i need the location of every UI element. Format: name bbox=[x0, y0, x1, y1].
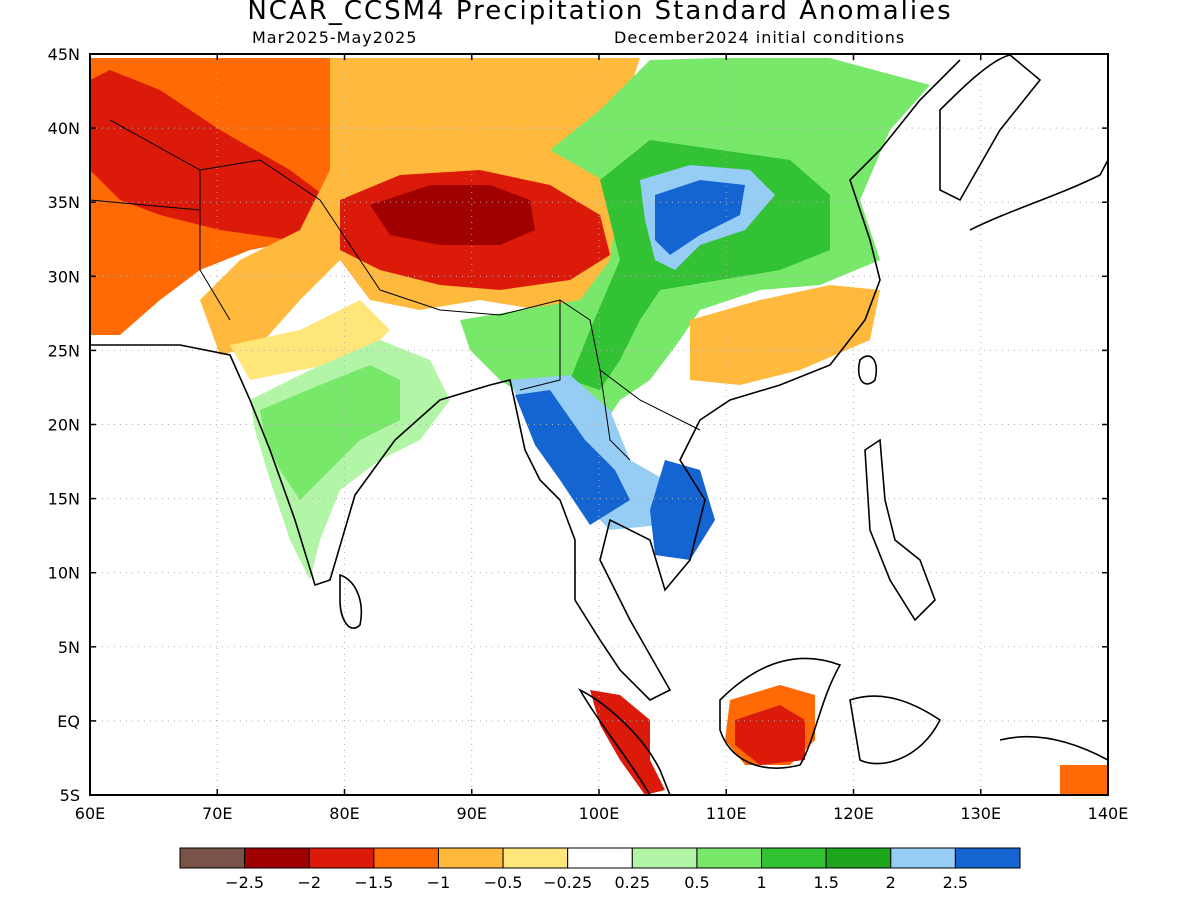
colorbar-swatch bbox=[890, 847, 956, 869]
lon-tick-label: 120E bbox=[833, 804, 874, 823]
colorbar-swatch bbox=[631, 847, 698, 869]
colorbar-swatch bbox=[696, 847, 763, 869]
anomaly-field-blue-core bbox=[655, 180, 745, 255]
colorbar-label: 2 bbox=[886, 873, 896, 892]
lon-tick-label: 100E bbox=[579, 804, 620, 823]
anomaly-field-png bbox=[1060, 765, 1108, 795]
lat-tick-label: 15N bbox=[48, 490, 80, 509]
lat-tick-label: 25N bbox=[48, 341, 80, 360]
anomaly-field-tibet-core bbox=[370, 185, 535, 245]
forecast-period: Mar2025-May2025 bbox=[252, 28, 418, 47]
lon-tick-label: 60E bbox=[75, 804, 105, 823]
colorbar-swatch bbox=[244, 847, 310, 869]
coastlines bbox=[90, 54, 1108, 795]
colorbar-label: 1.5 bbox=[813, 873, 838, 892]
colorbar-swatch bbox=[567, 847, 633, 869]
colorbar-label: −0.5 bbox=[484, 873, 523, 892]
colorbar-label: −1.5 bbox=[354, 873, 393, 892]
lon-tick-label: 110E bbox=[706, 804, 747, 823]
lat-tick-label: EQ bbox=[57, 712, 80, 731]
anomaly-field-india-green-core bbox=[260, 365, 400, 500]
colorbar-label: −1 bbox=[427, 873, 451, 892]
colorbar-swatch bbox=[179, 847, 246, 869]
colorbar-swatch bbox=[825, 847, 892, 869]
country-borders bbox=[89, 119, 701, 461]
anomaly-field-south-china bbox=[690, 285, 880, 385]
colorbar-swatch bbox=[761, 847, 827, 869]
anomaly-shading bbox=[90, 58, 1108, 795]
lat-tick-label: 5N bbox=[58, 638, 80, 657]
lat-tick-label: 45N bbox=[48, 45, 80, 64]
map-title: NCAR_CCSM4 Precipitation Standard Anomal… bbox=[247, 0, 953, 26]
colorbar-label: −2 bbox=[297, 873, 321, 892]
lon-tick-label: 140E bbox=[1088, 804, 1129, 823]
lat-tick-label: 20N bbox=[48, 416, 80, 435]
colorbar-swatch bbox=[502, 847, 569, 869]
lon-tick-label: 130E bbox=[960, 804, 1001, 823]
colorbar-swatch bbox=[373, 847, 439, 869]
lon-tick-label: 70E bbox=[202, 804, 232, 823]
map-axes: 60E 70E 80E 90E 100E 110E 120E 130E 140E 45N 40N 35… bbox=[48, 45, 1129, 823]
colorbar-label: 1 bbox=[756, 873, 766, 892]
anomaly-field-indochina-core bbox=[515, 390, 630, 525]
lat-tick-label: 10N bbox=[48, 564, 80, 583]
colorbar-swatch bbox=[437, 847, 504, 869]
anomaly-field-west-core bbox=[90, 70, 330, 240]
colorbar-label: −2.5 bbox=[225, 873, 264, 892]
anomaly-field-sumatra bbox=[590, 690, 665, 795]
lat-tick-label: 35N bbox=[48, 193, 80, 212]
lat-tick-label: 5S bbox=[60, 786, 80, 805]
lat-tick-label: 40N bbox=[48, 119, 80, 138]
initial-conditions: December2024 initial conditions bbox=[614, 28, 906, 47]
colorbar-label: −0.25 bbox=[543, 873, 592, 892]
lon-tick-label: 90E bbox=[457, 804, 487, 823]
colorbar-swatch bbox=[308, 847, 375, 869]
colorbar: −2.5 −2 −1.5 −1 −0.5 −0.25 0.25 0.5 1 1.5 2 2.5 bbox=[179, 847, 1021, 892]
anomaly-field-borneo-core bbox=[735, 705, 805, 765]
lon-tick-label: 80E bbox=[329, 804, 359, 823]
colorbar-label: 0.25 bbox=[614, 873, 650, 892]
anomaly-field-vietnam-core bbox=[650, 460, 715, 560]
lat-tick-label: 30N bbox=[48, 267, 80, 286]
colorbar-label: 2.5 bbox=[943, 873, 968, 892]
colorbar-label: 0.5 bbox=[684, 873, 709, 892]
colorbar-swatch bbox=[954, 847, 1021, 869]
